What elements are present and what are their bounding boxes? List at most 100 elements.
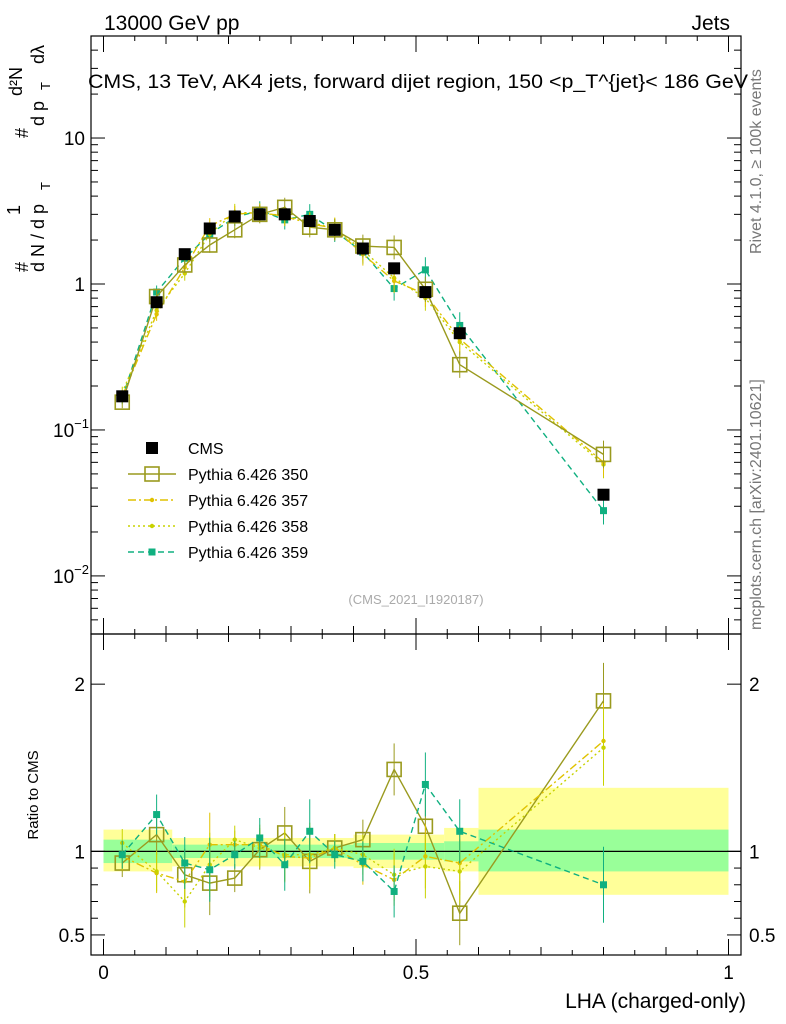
xtick-label-1: 0.5: [403, 963, 429, 984]
main-ylabel: # 1 d N / d p T # d²N d p T dλ: [4, 45, 53, 272]
ratio-point-p359-10: [390, 887, 398, 895]
ratio-point-p359-13: [600, 881, 607, 889]
ratio-point-p350-12: [451, 905, 468, 922]
point-p350-13: [595, 446, 612, 463]
ylabel-hash-2: #: [12, 128, 32, 138]
legend-label-p359: Pythia 6.426 359: [188, 545, 308, 562]
point-cms-0: [116, 390, 129, 403]
point-p350-12: [451, 356, 468, 373]
ytick-base-1: 10: [53, 421, 74, 442]
ratio-point-p358-4: [232, 837, 237, 842]
rtick-label-right-1: 1: [749, 842, 760, 863]
rtick-label-left-2: 2: [74, 675, 85, 696]
point-p357-1: [154, 312, 159, 317]
ratio-point-p359-6: [281, 861, 289, 869]
legend-label-p350: Pythia 6.426 350: [188, 467, 308, 484]
ratio-point-p358-11: [423, 864, 428, 869]
ratio-point-p359-0: [118, 851, 126, 859]
point-p359-13: [600, 507, 607, 515]
point-cms-12: [453, 327, 466, 340]
point-cms-11: [419, 286, 432, 299]
rtick-label-left-0: 0.5: [59, 926, 85, 947]
point-p357-10: [391, 278, 397, 284]
ratio-point-p359-5: [256, 834, 264, 842]
point-cms-10: [388, 262, 401, 275]
legend-label-p358: Pythia 6.426 358: [188, 519, 308, 536]
point-cms-1: [150, 296, 163, 309]
ytick-exp-0: −2: [74, 562, 89, 577]
ytick-label-1: 10−1: [53, 416, 89, 442]
main-series: [114, 197, 612, 525]
ratio-line-p359: [121, 782, 604, 893]
legend: CMS Pythia 6.426 350 Pythia 6.426 357 Pythi…: [128, 441, 308, 562]
rtick-label-right-2: 2: [749, 675, 760, 696]
legend-entry-p357: Pythia 6.426 357: [128, 493, 308, 510]
ratio-point-p359-8: [331, 851, 339, 859]
rtick-label-right-0: 0.5: [749, 926, 775, 947]
point-cms-13: [597, 488, 610, 501]
point-p350-5: [251, 206, 268, 223]
series-p350: [114, 197, 612, 469]
legend-label-p357: Pythia 6.426 357: [188, 493, 308, 510]
ratio-point-p358-12: [457, 869, 462, 874]
legend-marker-p358: [149, 523, 155, 529]
ratio-line-p358: [121, 747, 604, 903]
ratio-point-p359-7: [306, 827, 314, 835]
legend-entry-p359: Pythia 6.426 359: [128, 545, 308, 562]
ylabel-one: 1: [4, 205, 24, 215]
ylabel-num: d²N: [6, 67, 26, 96]
ratio-point-p359-12: [456, 827, 464, 835]
ylabel-den-sub: T: [38, 182, 53, 190]
point-p350-3: [201, 237, 218, 253]
point-cms-4: [228, 210, 241, 223]
legend-entry-cms: CMS: [146, 441, 224, 458]
point-cms-2: [178, 248, 191, 261]
ratio-point-p359-11: [421, 780, 429, 788]
point-p359-11: [421, 266, 429, 274]
side-label-top: Rivet 4.1.0, ≥ 100k events: [748, 69, 765, 254]
ytick-exp-1: −1: [74, 416, 89, 431]
point-cms-8: [328, 223, 341, 236]
header-right: Jets: [691, 12, 730, 35]
legend-marker-p357: [149, 497, 155, 503]
legend-entry-p350: Pythia 6.426 350: [128, 466, 308, 484]
rtick-label-left-1: 1: [74, 842, 85, 863]
ylabel-dlambda: dλ: [28, 45, 48, 64]
ylabel-den2-sub: T: [38, 82, 53, 90]
ratio-point-p358-2: [182, 899, 187, 904]
watermark: (CMS_2021_I1920187): [348, 592, 483, 607]
header-left: 13000 GeV pp: [104, 12, 239, 35]
legend-marker-cms: [146, 442, 158, 454]
ratio-line-p357: [121, 740, 604, 883]
ratio-point-p359-4: [231, 851, 239, 859]
point-p350-10: [386, 239, 402, 256]
ratio-point-p350-4: [226, 870, 243, 886]
x-axis-label: LHA (charged-only): [565, 990, 746, 1013]
legend-label-cms: CMS: [188, 441, 224, 458]
ytick-label-2: 1: [74, 275, 85, 296]
ratio-point-p359-3: [206, 866, 214, 874]
xtick-label-0: 0: [98, 963, 109, 984]
ytick-label-3: 10: [64, 129, 85, 150]
ratio-point-p359-9: [359, 857, 367, 865]
xtick-label-2: 1: [723, 963, 734, 984]
ratio-point-p359-1: [153, 811, 161, 819]
point-p350-8: [326, 222, 343, 238]
point-p359-12: [456, 321, 464, 329]
ratio-series-p359: [118, 752, 607, 923]
ylabel-den: d N / d p: [28, 204, 48, 272]
ytick-label-0: 10−2: [53, 562, 89, 588]
point-cms-5: [253, 208, 266, 221]
legend-entry-p358: Pythia 6.426 358: [128, 519, 308, 536]
chart-title: CMS, 13 TeV, AK4 jets, forward dijet reg…: [88, 72, 748, 93]
legend-marker-p359: [148, 548, 156, 556]
point-cms-9: [356, 242, 369, 255]
series-cms: [116, 208, 610, 501]
point-cms-7: [303, 215, 316, 228]
ratio-point-p350-10: [386, 761, 402, 778]
point-cms-6: [278, 208, 291, 221]
line-p357: [121, 211, 604, 463]
side-label-bottom: mcplots.cern.ch [arXiv:2401.10621]: [748, 379, 765, 630]
